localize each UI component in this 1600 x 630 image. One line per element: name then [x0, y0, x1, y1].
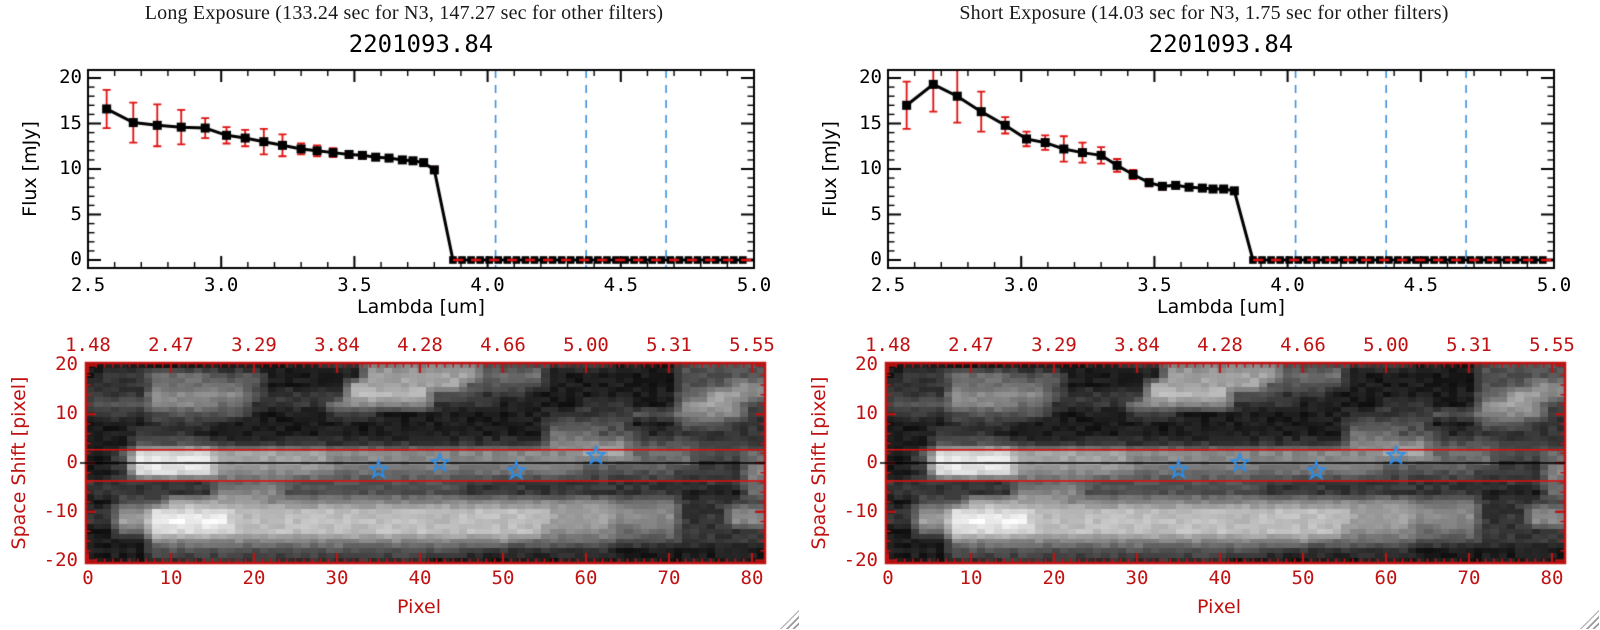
image-top-axis-label: 3.84: [314, 334, 360, 356]
image-x-axis-label: Pixel: [1197, 596, 1241, 618]
image-top-axis-label: 1.48: [65, 334, 111, 356]
resize-grip-icon[interactable]: [780, 610, 799, 629]
resize-grip-icon[interactable]: [1580, 610, 1599, 629]
flux-x-tick-label: 3.5: [337, 274, 372, 296]
flux-x-tick-label: 2.5: [70, 274, 106, 296]
flux-y-tick-label: 15: [859, 111, 882, 134]
image-y-tick-label: -20: [843, 548, 878, 571]
image-top-axis-label: 3.29: [231, 334, 277, 356]
flux-y-tick-label: 0: [870, 248, 882, 270]
image-top-axis-label: 4.66: [480, 334, 526, 356]
image-y-axis-label: Space Shift [pixel]: [8, 376, 30, 550]
image-x-tick-label: 60: [1374, 567, 1398, 589]
image-x-tick-label: 50: [1291, 567, 1315, 589]
image-top-axis-label: 3.29: [1031, 334, 1077, 356]
image-top-axis-label: 4.28: [397, 334, 443, 356]
image-y-tick-label: 20: [855, 353, 878, 376]
image-x-tick-label: 0: [882, 567, 894, 589]
image-top-axis-label: 2.47: [148, 334, 194, 356]
image-top-axis-label: 5.55: [729, 334, 775, 356]
flux-x-tick-label: 5.0: [736, 274, 772, 296]
flux-x-tick-label: 3.0: [204, 274, 239, 296]
flux-x-tick-label: 4.5: [1403, 274, 1438, 296]
flux-y-tick-label: 20: [59, 66, 82, 88]
image-x-tick-label: 70: [1457, 567, 1481, 589]
image-x-tick-label: 40: [408, 567, 432, 589]
flux-x-tick-label: 5.0: [1536, 274, 1572, 296]
flux-y-tick-label: 20: [859, 66, 882, 88]
flux-y-tick-label: 10: [59, 157, 82, 179]
flux-x-axis-label: Lambda [um]: [1157, 296, 1285, 318]
image-x-tick-label: 60: [574, 567, 598, 589]
image-x-tick-label: 40: [1208, 567, 1232, 589]
image-x-tick-label: 20: [242, 567, 266, 589]
image-top-axis-label: 3.84: [1114, 334, 1160, 356]
flux-y-tick-label: 0: [70, 248, 82, 270]
image-y-tick-label: -10: [843, 499, 878, 522]
flux-y-tick-label: 5: [70, 202, 82, 225]
flux-x-tick-label: 3.5: [1137, 274, 1172, 296]
image-y-axis-label: Space Shift [pixel]: [808, 376, 830, 550]
image-x-tick-label: 10: [959, 567, 983, 589]
window-short-exposure: Short Exposure (14.03 sec for N3, 1.75 s…: [800, 0, 1600, 630]
image-top-axis-label: 5.00: [1363, 334, 1409, 356]
image-top-axis-label: 4.28: [1197, 334, 1243, 356]
image-y-tick-label: 0: [866, 451, 878, 473]
image-top-axis-label: 5.31: [1446, 334, 1492, 356]
image-top-axis-label: 5.00: [563, 334, 609, 356]
image-x-tick-label: 0: [82, 567, 94, 589]
image-x-tick-label: 80: [1540, 567, 1564, 589]
spectrum-title: 2201093.84: [1148, 30, 1294, 58]
image-x-tick-label: 50: [491, 567, 515, 589]
image-y-tick-label: 0: [66, 451, 78, 473]
flux-x-tick-label: 4.0: [1270, 274, 1305, 296]
window-long-exposure: Long Exposure (133.24 sec for N3, 147.27…: [8, 2, 799, 629]
image-x-tick-label: 20: [1042, 567, 1066, 589]
flux-x-tick-label: 3.0: [1004, 274, 1039, 296]
spectrum-title: 2201093.84: [348, 30, 494, 58]
image-x-axis-label: Pixel: [397, 596, 441, 618]
image-top-axis-label: 2.47: [948, 334, 994, 356]
flux-y-tick-label: 5: [870, 202, 882, 225]
image-y-tick-label: -10: [43, 499, 78, 522]
image-x-tick-label: 30: [325, 567, 349, 589]
image-x-tick-label: 30: [1125, 567, 1149, 589]
image-top-axis-label: 5.31: [646, 334, 692, 356]
flux-x-axis-label: Lambda [um]: [357, 296, 485, 318]
image-x-tick-label: 80: [740, 567, 764, 589]
window-title: Long Exposure (133.24 sec for N3, 147.27…: [144, 2, 664, 24]
image-top-axis-label: 4.66: [1280, 334, 1326, 356]
flux-x-tick-label: 4.5: [603, 274, 638, 296]
flux-y-tick-label: 10: [859, 157, 882, 179]
flux-y-tick-label: 15: [59, 111, 82, 134]
image-y-tick-label: 10: [855, 402, 878, 425]
image-x-tick-label: 70: [657, 567, 681, 589]
image-top-axis-label: 1.48: [865, 334, 911, 356]
image-y-tick-label: -20: [43, 548, 78, 571]
flux-x-tick-label: 2.5: [870, 274, 906, 296]
flux-x-tick-label: 4.0: [470, 274, 505, 296]
image-top-axis-label: 5.55: [1529, 334, 1575, 356]
image-x-tick-label: 10: [159, 567, 183, 589]
window-title: Short Exposure (14.03 sec for N3, 1.75 s…: [959, 2, 1449, 24]
image-y-tick-label: 10: [55, 402, 78, 425]
image-y-tick-label: 20: [55, 353, 78, 376]
